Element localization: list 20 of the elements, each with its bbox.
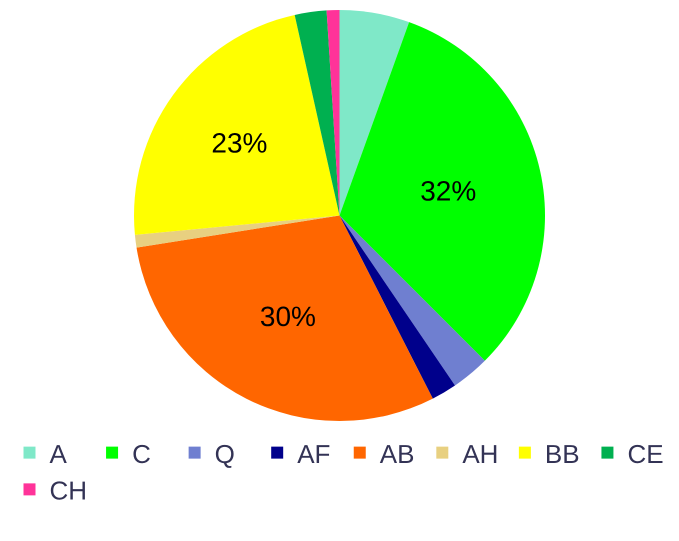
pie-slice	[134, 14, 340, 235]
legend-label: CE	[627, 438, 664, 469]
legend-label: C	[132, 438, 151, 469]
data-label: 32%	[420, 176, 476, 207]
pie-slice	[340, 216, 456, 399]
pie-slice	[340, 10, 410, 216]
data-label: 23%	[211, 127, 268, 158]
legend-label: BB	[544, 438, 580, 469]
legend-label: A	[50, 438, 68, 469]
legend-label: AH	[462, 438, 498, 469]
legend-label: Q	[214, 438, 235, 469]
pie-slice	[340, 216, 485, 386]
pie-slice	[340, 22, 545, 361]
pie-slice	[136, 216, 433, 421]
legend-label: CH	[50, 476, 88, 506]
pie-slice	[134, 216, 340, 248]
pie-slice	[294, 10, 340, 216]
legend-label: AF	[297, 438, 330, 469]
legend-label: AB	[380, 438, 414, 469]
data-label: 30%	[260, 301, 316, 332]
